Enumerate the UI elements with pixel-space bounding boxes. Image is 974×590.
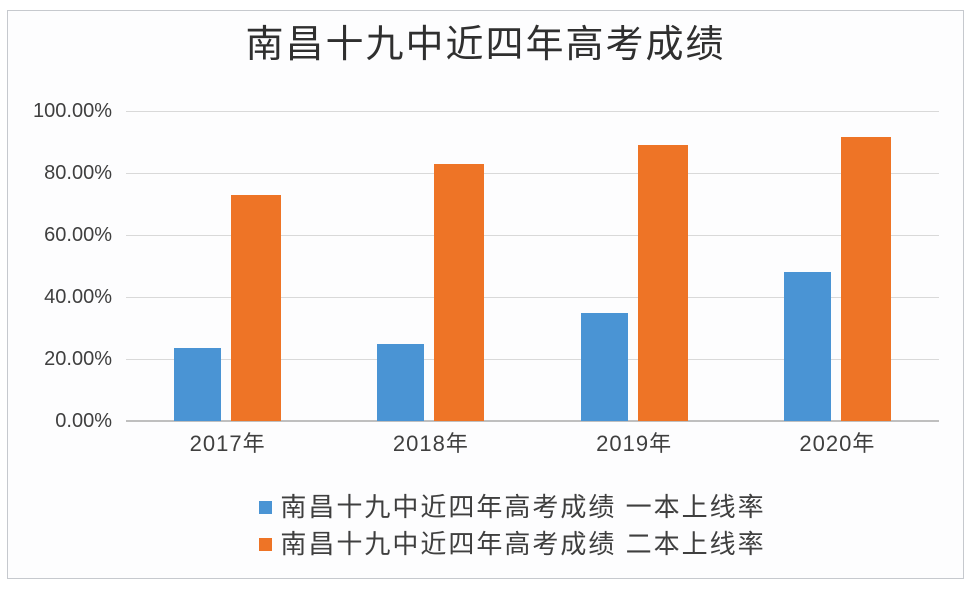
bar-2019年-series-2: [637, 145, 688, 421]
legend-label: 南昌十九中近四年高考成绩 一本上线率: [280, 492, 766, 522]
y-axis-tick-label: 80.00%: [44, 162, 112, 184]
x-axis-label-2019年: 2019年: [596, 431, 673, 456]
bar-2019年-series-1: [580, 312, 628, 421]
bar-2017年-series-2: [231, 194, 282, 421]
y-axis-tick-label: 40.00%: [44, 286, 112, 308]
bar-2018年-series-2: [434, 163, 485, 421]
gridline: [126, 235, 939, 236]
gridline: [126, 111, 939, 112]
y-axis-tick-label: 0.00%: [55, 410, 112, 432]
plot-area: [126, 111, 939, 422]
chart-title: 南昌十九中近四年高考成绩: [245, 24, 726, 66]
y-axis-tick-label: 60.00%: [44, 224, 112, 246]
legend-swatch-icon: [259, 537, 273, 551]
bar-2020年-series-2: [840, 137, 891, 421]
bar-2018年-series-1: [377, 343, 425, 421]
bar-group-2020年: [736, 111, 939, 421]
x-axis-label-2018年: 2018年: [392, 431, 469, 456]
gridline: [126, 359, 939, 360]
legend-swatch-icon: [259, 500, 273, 514]
x-axis-label-2017年: 2017年: [189, 431, 266, 456]
gridline: [126, 173, 939, 174]
y-axis-tick-label: 20.00%: [44, 348, 112, 370]
bar-group-2019年: [533, 111, 736, 421]
y-axis-tick-label: 100.00%: [33, 100, 112, 122]
legend-label: 南昌十九中近四年高考成绩 二本上线率: [280, 529, 766, 559]
bar-group-2017年: [126, 111, 329, 421]
chart-frame: 南昌十九中近四年高考成绩 南昌十九中近四年高考成绩 一本上线率 南昌十九中近四年高…: [7, 10, 964, 579]
bar-group-2018年: [329, 111, 532, 421]
legend-item-1: 南昌十九中近四年高考成绩 一本上线率: [259, 493, 765, 521]
bar-2020年-series-1: [783, 272, 831, 421]
x-axis-line: [126, 420, 939, 422]
x-axis-label-2020年: 2020年: [799, 431, 876, 456]
legend-item-2: 南昌十九中近四年高考成绩 二本上线率: [259, 530, 765, 558]
bar-2017年-series-1: [174, 348, 222, 421]
legend: 南昌十九中近四年高考成绩 一本上线率 南昌十九中近四年高考成绩 二本上线率: [35, 493, 974, 558]
gridline: [126, 297, 939, 298]
